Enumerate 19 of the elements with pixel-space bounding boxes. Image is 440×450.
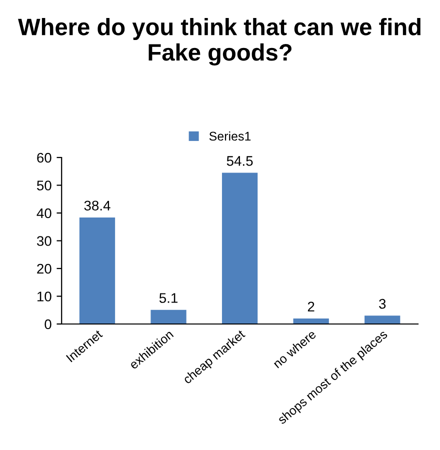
legend-label: Series1 — [209, 131, 251, 141]
y-tick-label: 20 — [37, 264, 52, 274]
y-tick-label: 40 — [36, 208, 52, 218]
data-label: 54.5 — [226, 156, 253, 166]
bar — [364, 316, 400, 324]
chart-title: Where do you think that can we find Fake goods? — [18, 18, 420, 66]
data-label: 2 — [308, 302, 314, 312]
bar — [150, 310, 186, 324]
y-tick-label: 50 — [36, 180, 52, 190]
y-tick-label: 0 — [44, 319, 52, 330]
y-tick-label: 60 — [37, 152, 52, 163]
bar — [293, 318, 329, 324]
data-label: 38.4 — [84, 200, 110, 211]
bar — [222, 172, 258, 324]
y-tick-label: 10 — [37, 292, 52, 302]
bar — [79, 217, 116, 324]
y-tick-label: 30 — [36, 236, 52, 246]
data-label: 5.1 — [159, 293, 178, 303]
data-label: 3 — [379, 298, 386, 309]
